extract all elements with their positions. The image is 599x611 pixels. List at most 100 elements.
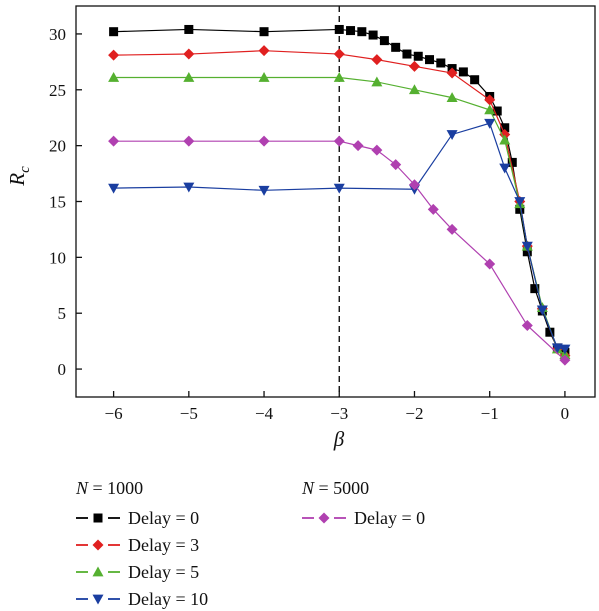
legend-label: Delay = 3 [128,535,199,555]
legend-group-var: N [75,478,89,498]
data-point [446,223,458,235]
legend-marker [93,513,103,523]
legend-entry: Delay = 5 [76,562,199,582]
data-point [368,30,378,40]
data-point [402,49,412,59]
data-point [446,92,458,103]
y-tick-label: 30 [49,25,66,44]
x-tick-label: −1 [481,404,499,423]
data-point [183,48,195,60]
legend-entry: Delay = 3 [76,535,199,555]
data-point [559,344,571,355]
data-point [458,67,468,77]
legend-label: Delay = 5 [128,562,199,582]
x-tick-label: −2 [405,404,423,423]
x-axis-title: β [333,427,345,451]
data-point [258,185,270,196]
data-point [484,94,496,106]
legend-group-title-n5000: N = 5000 [301,478,369,498]
data-point [514,197,526,207]
legend-entry: Delay = 0 [302,508,425,528]
legend-label: Delay = 0 [128,508,199,528]
legend-group-var: N [301,478,315,498]
legend-marker [318,512,330,524]
data-point [413,51,423,61]
y-tick-label: 0 [58,360,67,379]
data-point [470,75,480,85]
data-point [259,27,269,37]
data-point [258,45,270,57]
data-point [352,140,364,152]
data-point [484,118,496,129]
data-point [492,106,502,116]
data-point [545,327,555,337]
legend-label: Delay = 10 [128,589,208,609]
series-layer [108,24,571,366]
data-point [536,305,548,316]
data-point [108,135,120,147]
data-point [425,55,435,65]
x-tick-label: −6 [105,404,123,423]
data-point [371,76,383,87]
data-point [522,247,532,257]
data-point [391,42,401,52]
legend-entry: Delay = 10 [76,589,208,609]
x-tick-label: −5 [180,404,198,423]
legend-group-eq: = 1000 [88,478,143,498]
ticks-layer: −6 −5 −4 −3 −2 −1 0 0 5 10 15 20 25 30 [49,25,569,423]
data-point [484,104,496,115]
data-point [333,48,345,60]
data-point [408,84,420,95]
data-point [346,26,356,36]
legend: N = 1000 N = 5000 Delay = 0 Delay = 3 Dela… [75,478,425,609]
data-point [379,36,389,46]
data-point [371,54,383,66]
data-point [521,320,533,332]
data-point [333,71,345,82]
legend-marker [92,566,104,577]
data-point [183,135,195,147]
legend-entry: Delay = 0 [76,508,199,528]
data-point [258,71,270,82]
data-point [499,163,511,174]
y-tick-label: 20 [49,137,66,156]
data-point [507,157,517,167]
data-point [184,24,194,34]
x-tick-label: −4 [255,404,274,423]
legend-label: Delay = 0 [354,508,425,528]
data-point [357,27,367,37]
data-point [515,204,525,214]
data-point [530,284,540,294]
data-point [521,241,533,252]
data-point [484,258,496,270]
y-tick-label: 5 [58,304,67,323]
data-point [108,183,120,194]
data-point [559,354,571,366]
data-point [436,58,446,68]
data-point [108,49,120,61]
data-point [408,60,420,72]
data-point [499,134,511,145]
x-tick-label: −3 [330,404,348,423]
data-point [183,182,195,193]
y-tick-label: 10 [49,248,66,267]
data-point [333,135,345,147]
y-axis-title: Rc [5,166,33,187]
y-tick-label: 15 [49,193,66,212]
data-point [390,159,402,171]
y-axis-title-sub: c [17,166,33,173]
data-point [334,24,344,34]
data-point [446,67,458,79]
data-point [551,343,563,354]
data-point [108,71,120,82]
y-tick-label: 25 [49,81,66,100]
y-axis-title-main: R [5,173,29,187]
series-1 [108,45,571,362]
legend-group-title-n1000: N = 1000 [75,478,143,498]
data-point [371,144,383,156]
data-point [258,135,270,147]
data-point [500,123,510,133]
data-point [446,130,458,140]
data-point [333,183,345,194]
